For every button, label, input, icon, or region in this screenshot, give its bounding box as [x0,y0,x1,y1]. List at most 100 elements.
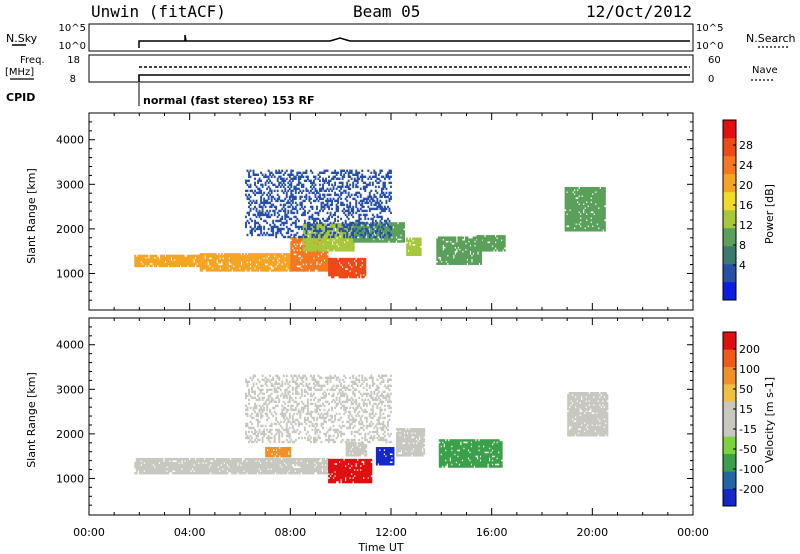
range-gate-cell [305,233,308,236]
range-gate-cell [359,269,362,273]
range-gate-cell [476,241,479,244]
range-gate-cell [308,217,311,221]
range-gate-cell [389,175,392,179]
range-gate-cell [229,463,232,467]
range-gate-cell [312,221,315,225]
range-gate-cell [150,256,153,260]
range-gate-cell [331,239,334,242]
range-gate-cell [340,273,343,277]
range-gate-cell [334,267,337,271]
range-gate-cell [188,262,191,266]
range-gate-cell [325,259,327,262]
range-gate-cell [364,265,367,269]
range-gate-cell [257,191,260,195]
range-gate-cell [285,221,288,225]
range-gate-cell [460,252,463,255]
range-gate-cell [359,193,362,197]
range-gate-cell [284,183,287,187]
range-gate-cell [575,225,578,228]
range-gate-cell [310,225,313,228]
range-gate-cell [223,263,226,266]
range-gate-cell [596,201,599,204]
range-gate-cell [350,273,353,277]
range-gate-cell [329,257,332,261]
range-gate-cell [185,471,188,475]
range-gate-cell [146,469,149,473]
range-gate-cell [282,269,285,272]
range-gate-cell [413,239,416,242]
range-gate-cell [371,175,374,179]
range-gate-cell [377,181,380,185]
range-gate-cell [202,253,205,256]
range-gate-cell [602,186,605,190]
range-gate-cell [201,269,204,272]
range-gate-cell [290,209,293,213]
range-gate-cell [376,197,379,201]
range-gate-cell [385,191,388,195]
range-gate-cell [584,211,587,214]
range-gate-cell [325,225,327,229]
range-gate-cell [267,201,270,205]
range-gate-cell [275,207,278,211]
range-gate-cell [448,242,451,245]
range-gate-cell [284,259,287,262]
range-gate-cell [170,260,173,264]
range-gate-cell [325,255,327,258]
range-gate-cell [308,251,311,254]
range-gate-cell [352,215,355,219]
range-gate-cell [146,461,149,465]
range-gate-cell [203,463,206,467]
range-gate-cell [383,205,386,209]
range-gate-cell [401,232,404,235]
range-gate-cell [319,251,321,254]
range-gate-cell [329,265,332,269]
range-gate-cell [461,248,464,251]
range-gate-cell [474,238,476,241]
range-gate-cell [233,459,236,463]
range-gate-cell [207,255,210,258]
range-gate-cell [389,181,392,185]
range-gate-cell [254,177,257,181]
range-gate-cell [251,233,253,237]
range-gate-cell [587,186,590,190]
range-gate-cell [485,239,488,242]
range-gate-cell [352,231,355,235]
range-gate-cell [184,467,187,471]
range-gate-cell [359,233,362,237]
range-gate-cell [369,236,372,239]
range-gate-cell [344,213,347,217]
range-gate-cell [350,193,353,197]
range-gate-cell [297,227,300,231]
range-gate-cell [155,264,158,268]
range-gate-cell [309,227,312,231]
range-gate-cell [296,231,299,235]
range-gate-cell [457,258,460,261]
range-gate-cell [569,201,572,204]
range-gate-cell [397,224,399,227]
range-gate-cell [588,211,591,214]
range-gate-cell [365,213,368,217]
range-gate-cell [318,241,320,244]
range-gate-cell [331,269,334,273]
range-gate-cell [302,267,305,270]
range-gate-cell [331,247,334,250]
range-gate-cell [590,199,593,202]
range-gate-cell [269,223,272,227]
range-gate-cell [197,469,200,473]
range-gate-cell [260,191,263,195]
range-gate-cell [221,469,224,473]
range-gate-cell [141,256,144,260]
range-gate-cell [184,258,187,262]
station-title: Unwin (fitACF) [91,2,226,21]
range-gate-cell [232,467,235,471]
range-gate-cell [343,175,346,179]
range-gate-cell [184,256,187,260]
range-gate-cell [184,457,187,461]
range-gate-cell [383,181,386,185]
range-gate-cell [449,250,452,253]
range-gate-cell [400,222,402,225]
range-gate-cell [572,207,575,210]
range-gate-cell [258,263,261,266]
range-gate-cell [356,230,359,233]
range-gate-cell [578,201,581,204]
